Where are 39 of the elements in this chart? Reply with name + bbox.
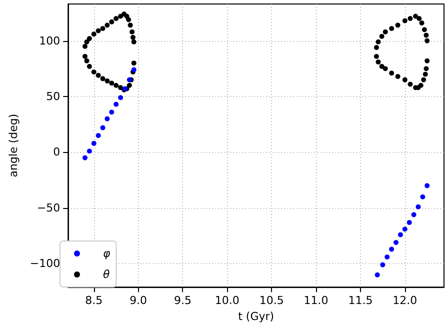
- x-tick-label: 11.5: [348, 294, 373, 308]
- point: [104, 116, 110, 122]
- point: [91, 140, 96, 146]
- legend-label: θ: [103, 268, 110, 281]
- point: [114, 102, 119, 107]
- point: [406, 220, 412, 225]
- point: [96, 133, 101, 138]
- x-tick-label: 10.5: [259, 294, 284, 308]
- point: [389, 246, 394, 252]
- y-tick-label: −50: [36, 201, 60, 214]
- x-tick-label: 9.5: [174, 294, 192, 308]
- point: [109, 110, 114, 115]
- point: [384, 254, 390, 260]
- y-axis-title: angle (deg): [7, 114, 20, 178]
- point: [416, 204, 421, 210]
- point: [411, 212, 416, 218]
- legend-label: φ: [103, 247, 111, 260]
- point: [380, 262, 386, 268]
- x-tick-label: 9.0: [130, 294, 148, 308]
- x-tick-label: 10.0: [214, 294, 240, 308]
- point: [131, 67, 136, 72]
- point: [402, 226, 408, 232]
- point: [118, 95, 124, 100]
- point: [100, 125, 106, 130]
- point: [86, 148, 92, 154]
- x-tick-label: 11.0: [304, 294, 328, 308]
- point: [398, 232, 403, 238]
- point: [424, 183, 430, 188]
- point: [420, 194, 426, 200]
- x-tick-label: 8.5: [85, 294, 103, 308]
- point: [394, 240, 399, 246]
- y-tick-label: −100: [30, 257, 60, 270]
- y-tick-label: 100: [39, 34, 60, 48]
- point: [374, 272, 380, 278]
- x-axis-title: t (Gyr): [238, 310, 274, 323]
- y-tick-label: 50: [46, 90, 60, 104]
- point: [82, 155, 88, 160]
- y-tick-label: 0: [53, 146, 60, 159]
- x-tick-label: 12.0: [392, 294, 418, 308]
